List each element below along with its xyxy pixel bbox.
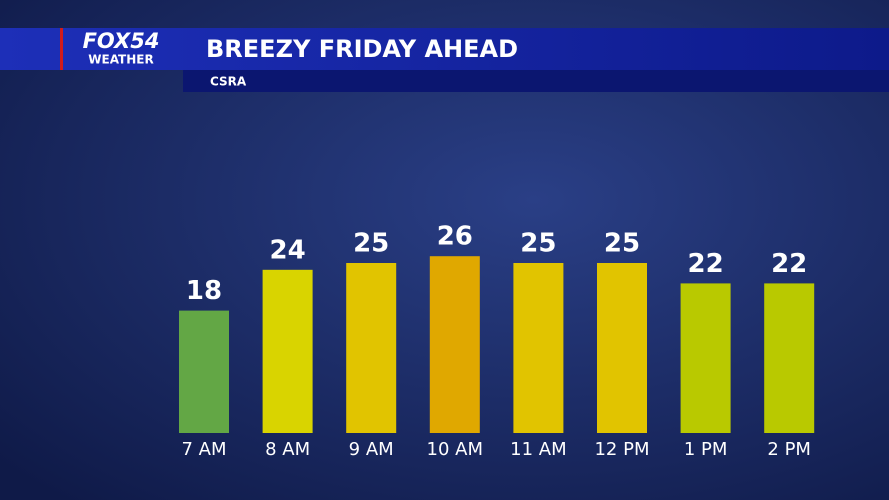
bar bbox=[346, 263, 397, 433]
x-tick-label: 1 PM bbox=[684, 439, 728, 460]
value-label: 25 bbox=[520, 229, 556, 259]
logo-accent bbox=[60, 28, 63, 70]
logo-tag: WEATHER bbox=[88, 53, 153, 67]
chart-subtitle: CSRA bbox=[210, 75, 247, 89]
bar bbox=[597, 263, 647, 433]
value-label: 22 bbox=[771, 249, 807, 279]
value-label: 26 bbox=[437, 222, 473, 252]
value-label: 24 bbox=[270, 235, 306, 265]
x-tick-label: 12 PM bbox=[594, 439, 649, 460]
bar bbox=[764, 283, 815, 433]
bar bbox=[179, 310, 229, 433]
header-bar bbox=[0, 28, 889, 70]
x-tick-label: 2 PM bbox=[767, 439, 811, 460]
x-tick-label: 11 AM bbox=[510, 439, 566, 460]
x-tick-label: 9 AM bbox=[349, 439, 394, 460]
bar bbox=[429, 256, 480, 433]
bar bbox=[262, 269, 313, 433]
chart-title: BREEZY FRIDAY AHEAD bbox=[206, 35, 518, 63]
x-tick-label: 8 AM bbox=[265, 439, 310, 460]
value-label: 22 bbox=[688, 249, 724, 279]
bar bbox=[680, 283, 731, 433]
value-label: 18 bbox=[186, 276, 222, 306]
subtitle-bar bbox=[183, 70, 889, 92]
bar bbox=[513, 263, 564, 433]
value-label: 25 bbox=[353, 229, 389, 259]
x-tick-label: 7 AM bbox=[181, 439, 226, 460]
value-label: 25 bbox=[604, 229, 640, 259]
logo-brand: FOX54 bbox=[83, 29, 160, 53]
x-tick-label: 10 AM bbox=[427, 439, 483, 460]
